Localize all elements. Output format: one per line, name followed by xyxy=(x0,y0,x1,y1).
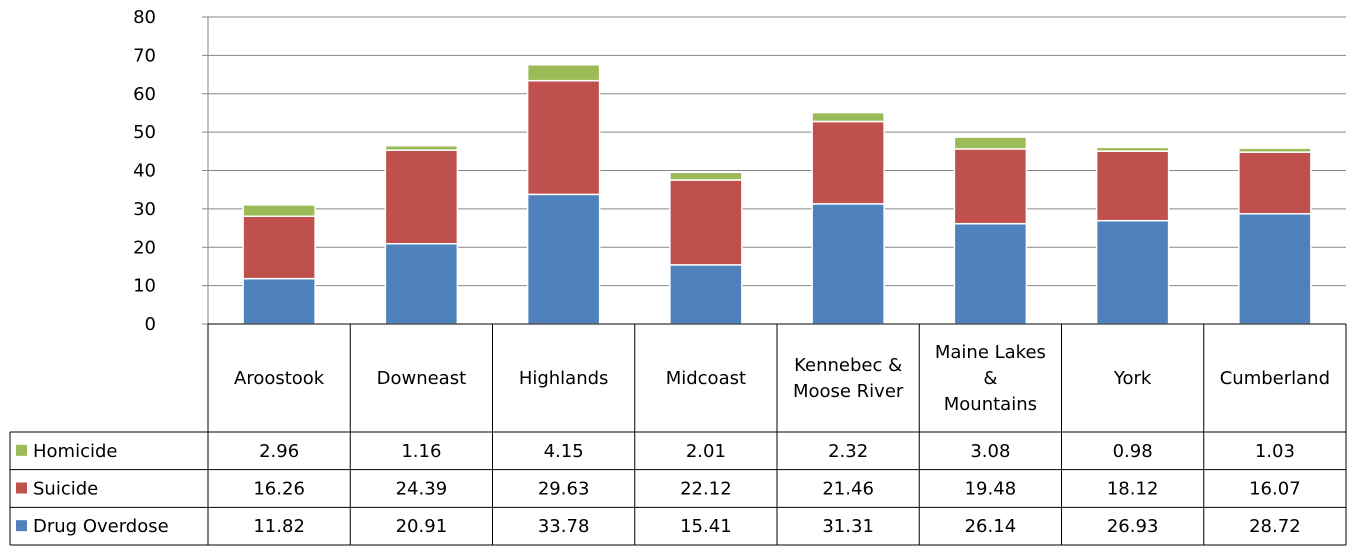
data-label: 26.14 xyxy=(965,516,1017,537)
y-tick-label: 60 xyxy=(133,84,156,105)
data-label: 1.16 xyxy=(401,441,441,462)
y-axis: 0 10 20 30 40 50 60 70 80 xyxy=(133,7,209,335)
bar-homicide-kennebec-and-moose-river xyxy=(811,111,885,123)
category-label: Aroostook xyxy=(234,368,325,389)
y-tick-label: 50 xyxy=(133,122,156,143)
category-label: York xyxy=(1113,368,1152,389)
bar-suicide-downeast xyxy=(384,149,459,245)
bar-suicide-kennebec-and-moose-river xyxy=(811,120,885,205)
legend-label-drug-overdose: Drug Overdose xyxy=(33,516,169,537)
data-label: 1.03 xyxy=(1255,441,1295,462)
y-tick-label: 20 xyxy=(133,237,156,258)
bar-homicide-midcoast xyxy=(669,171,743,181)
bar-suicide-highlands xyxy=(526,79,601,196)
bar-homicide-york xyxy=(1095,146,1170,152)
category-label: Kennebec & xyxy=(794,355,902,376)
category-label: Maine Lakes xyxy=(935,342,1046,363)
data-label: 33.78 xyxy=(538,516,590,537)
y-tick-label: 10 xyxy=(133,276,156,297)
legend-label-suicide: Suicide xyxy=(33,479,98,500)
data-label: 19.48 xyxy=(965,479,1017,500)
bar-homicide-downeast xyxy=(384,144,459,151)
data-label: 24.39 xyxy=(396,479,448,500)
data-label: 2.01 xyxy=(686,441,726,462)
category-label: Downeast xyxy=(377,368,467,389)
category-label: Mountains xyxy=(944,394,1037,415)
data-label: 22.12 xyxy=(680,479,732,500)
bars xyxy=(242,63,1312,325)
category-label: & xyxy=(983,368,997,389)
bar-suicide-aroostook xyxy=(242,215,316,280)
category-label: Midcoast xyxy=(666,368,746,389)
category-label: Moose River xyxy=(793,381,904,402)
data-label: 26.93 xyxy=(1107,516,1159,537)
y-tick-label: 30 xyxy=(133,199,156,220)
bar-suicide-cumberland xyxy=(1238,151,1312,215)
bar-drug-overdose-kennebec-and-moose-river xyxy=(811,203,885,325)
gridlines xyxy=(208,16,1346,287)
data-label: 18.12 xyxy=(1107,479,1159,500)
legend-swatch-suicide xyxy=(16,482,27,494)
bar-homicide-maine-lakes-and-mountains xyxy=(953,136,1028,150)
data-label: 16.07 xyxy=(1249,479,1301,500)
y-tick-label: 80 xyxy=(133,7,156,28)
data-table: Aroostook Downeast Highlands Midcoast Kenneb… xyxy=(9,323,1347,546)
data-label: 3.08 xyxy=(970,441,1010,462)
data-label: 31.31 xyxy=(822,516,874,537)
data-label: 21.46 xyxy=(822,479,874,500)
bar-suicide-midcoast xyxy=(669,179,743,266)
data-label: 28.72 xyxy=(1249,516,1301,537)
data-label: 15.41 xyxy=(680,516,732,537)
data-label: 11.82 xyxy=(253,516,305,537)
y-tick-label: 40 xyxy=(133,161,156,182)
legend-swatch-drug-overdose xyxy=(16,520,27,532)
y-tick-label: 0 xyxy=(145,314,156,335)
bar-drug-overdose-downeast xyxy=(384,243,459,325)
bar-drug-overdose-midcoast xyxy=(669,264,743,325)
data-label: 4.15 xyxy=(544,441,584,462)
data-label: 0.98 xyxy=(1113,441,1153,462)
bar-drug-overdose-maine-lakes-and-mountains xyxy=(953,222,1028,325)
bar-homicide-highlands xyxy=(526,63,601,82)
category-label: Cumberland xyxy=(1220,368,1330,389)
data-label: 29.63 xyxy=(538,479,590,500)
bar-drug-overdose-york xyxy=(1095,219,1170,325)
data-label: 20.91 xyxy=(396,516,448,537)
bar-drug-overdose-cumberland xyxy=(1238,213,1312,325)
bar-homicide-cumberland xyxy=(1238,147,1312,153)
bar-suicide-york xyxy=(1095,150,1170,222)
y-tick-label: 70 xyxy=(133,45,156,66)
data-label: 2.96 xyxy=(259,441,299,462)
bar-drug-overdose-highlands xyxy=(526,193,601,325)
data-label: 16.26 xyxy=(253,479,305,500)
data-label: 2.32 xyxy=(828,441,868,462)
bar-homicide-aroostook xyxy=(242,204,316,217)
legend-label-homicide: Homicide xyxy=(33,441,117,462)
category-label: Highlands xyxy=(519,368,609,389)
legend-swatch-homicide xyxy=(16,444,27,456)
bar-drug-overdose-aroostook xyxy=(242,277,316,325)
bar-suicide-maine-lakes-and-mountains xyxy=(953,148,1028,225)
